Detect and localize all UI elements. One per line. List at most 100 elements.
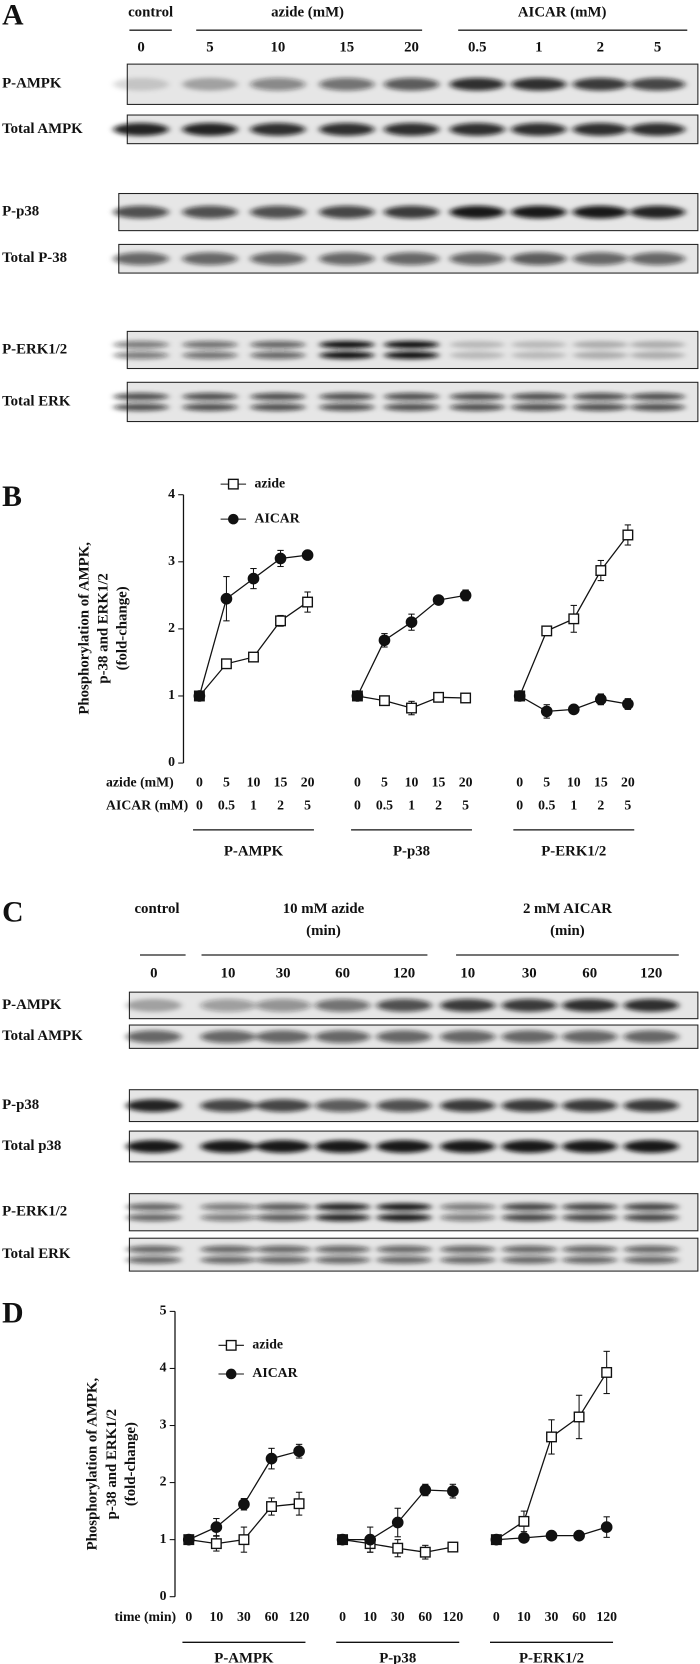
band [250,77,306,91]
band [182,122,238,136]
legend-marker [228,513,239,525]
blot-row-label: Total ERK [2,393,71,409]
x-tick-label: 0 [354,774,361,789]
band [315,1030,371,1044]
bands [113,77,686,91]
band [623,1203,679,1211]
blot [126,1130,699,1163]
band [501,1213,557,1222]
marker [210,1521,223,1533]
x-tick-label: 1 [250,798,257,813]
marker [406,702,417,714]
blot-frame [128,1193,699,1232]
band [250,252,306,266]
band [623,1256,679,1264]
x-tick-label: 0 [354,798,361,813]
band [126,1099,182,1112]
legend-label: AICAR [252,1365,298,1380]
y-axis-label: Phosphorylation of AMPK, [85,1378,101,1551]
legend-marker [227,478,239,490]
blot [113,243,699,274]
band [315,999,371,1012]
series [351,589,472,702]
marker [405,616,418,629]
marker [301,549,314,561]
band [623,1140,679,1153]
x-tick-label: 30 [391,1609,405,1624]
x-tick-label: 60 [418,1609,432,1624]
band [562,1140,618,1153]
lane-label: 5 [654,40,661,56]
band [113,205,169,219]
band [383,351,440,359]
blot [113,63,699,105]
band [383,403,440,411]
marker [364,1533,376,1546]
x-tick-label: 10 [363,1609,377,1624]
marker [419,1546,431,1558]
band [126,1203,182,1211]
x-tick-label: 0.5 [376,798,393,813]
x-tick-label: 0 [339,1609,346,1624]
blot-frame [126,330,699,370]
lane-label: 10 [270,40,285,56]
band [449,403,505,411]
marker [419,1484,432,1496]
lane-group-header: (min) [550,923,585,939]
band [126,1256,182,1264]
band [449,252,505,266]
band [440,1245,496,1254]
marker [622,698,634,710]
blot [113,330,699,370]
band [511,252,567,266]
band [200,1245,256,1254]
band [319,340,375,349]
x-tick-label: 15 [432,774,446,789]
band [511,205,567,219]
band [562,1256,618,1264]
blot-row-label: P-AMPK [2,76,62,92]
band [376,1030,432,1044]
series [193,549,314,702]
x-tick-label: 0 [516,774,523,789]
band [376,1245,432,1254]
band [319,392,375,401]
x-tick-label: 5 [462,798,469,813]
x-tick-label: 20 [459,774,473,789]
x-tick-label: 5 [381,774,388,789]
y-tick-label: 1 [168,687,175,702]
band [511,351,567,359]
marker [351,690,364,702]
x-tick-label: 0 [516,798,523,813]
band [623,1245,679,1254]
marker [518,1515,530,1527]
bands [126,1140,679,1153]
band [182,205,238,219]
blot-row-label: Total p38 [2,1138,61,1154]
y-tick-label: 5 [160,1303,167,1318]
blot-frame [126,381,699,423]
band [501,999,557,1012]
group-label: P-ERK1/2 [519,1651,584,1664]
blot [126,1024,699,1049]
group-label: P-AMPK [214,1651,274,1664]
lane-group-header: (min) [306,923,341,939]
series-line [496,1372,608,1541]
series [337,1534,459,1560]
x-tick-label: 0 [185,1609,192,1624]
band [250,392,306,401]
band [182,252,238,266]
band [200,1213,256,1222]
legend-label: AICAR [255,510,301,525]
band [440,1030,496,1044]
bands [113,340,686,359]
band [440,1140,496,1153]
blot [113,381,699,423]
band [501,1099,557,1112]
bands [126,1099,679,1112]
marker [293,1445,305,1458]
marker [573,1411,585,1423]
blot [126,1237,699,1272]
x-tick-label: 20 [621,774,635,789]
